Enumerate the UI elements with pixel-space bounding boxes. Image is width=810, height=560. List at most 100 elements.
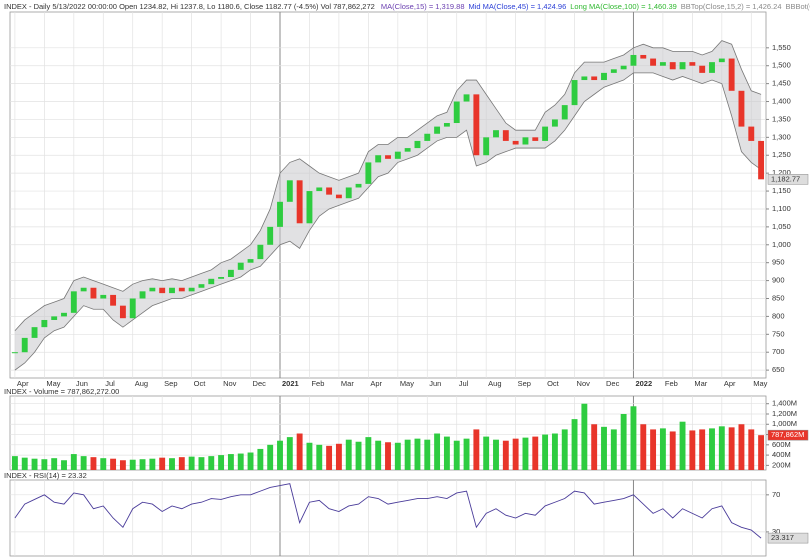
x-tick-label: Nov: [577, 379, 591, 388]
rsi-header: INDEX - RSI(14) = 23.32: [4, 471, 91, 480]
candle: [532, 137, 539, 141]
volume-bar: [669, 431, 676, 470]
candle: [296, 180, 303, 224]
candle: [709, 62, 715, 73]
candle: [286, 180, 293, 202]
candle: [149, 287, 156, 292]
candle: [31, 327, 38, 338]
candle: [610, 69, 617, 73]
price-title: INDEX - Daily 5/13/2022 00:00:00 Open 12…: [4, 2, 375, 11]
candle: [237, 262, 244, 270]
candle: [669, 62, 676, 70]
y-tick-label: 1,250: [772, 150, 791, 159]
volume-bar: [257, 448, 264, 470]
volume-bar: [483, 436, 490, 470]
candle: [267, 226, 274, 245]
x-tick-label: Sep: [518, 379, 531, 388]
candle: [51, 316, 58, 320]
candle: [738, 90, 745, 127]
y-tick-label: 750: [772, 329, 785, 338]
volume-bar: [581, 403, 588, 470]
volume-bar: [316, 444, 323, 470]
volume-bar: [277, 440, 283, 470]
candle: [129, 298, 136, 319]
candle: [169, 287, 175, 294]
x-tick-label: Aug: [135, 379, 148, 388]
candle: [277, 201, 283, 227]
volume-bar: [159, 457, 166, 470]
x-tick-label: Apr: [370, 379, 382, 388]
y-tick-label: 1,400: [772, 97, 791, 106]
volume-bar: [306, 442, 313, 470]
y-tick-label: 400M: [772, 450, 791, 459]
last-value-tag: [767, 429, 809, 441]
candle: [394, 151, 401, 159]
candle: [110, 294, 117, 306]
volume-title: INDEX - Volume = 787,862,272.00: [4, 387, 120, 396]
x-tick-label: Jul: [105, 379, 115, 388]
y-tick-label: 650: [772, 365, 785, 374]
volume-bar: [699, 429, 706, 470]
volume-bar: [178, 457, 185, 470]
volume-bar: [709, 428, 715, 470]
last-value-tag: [767, 174, 809, 185]
candle: [227, 269, 234, 278]
candle: [718, 58, 725, 63]
candle: [659, 62, 666, 66]
legend-entry: MA(Close,15) = 1,319.88: [380, 2, 465, 11]
candle: [630, 54, 637, 66]
y-tick-label: 900: [772, 276, 785, 285]
volume-bar: [80, 456, 87, 470]
volume-header: INDEX - Volume = 787,862,272.00: [4, 387, 123, 396]
y-tick-label: 70: [772, 490, 780, 499]
volume-bar: [659, 428, 666, 470]
last-value-label: 787,862M: [771, 430, 804, 439]
volume-bar: [41, 459, 48, 470]
candle: [561, 105, 568, 120]
x-tick-label: Jun: [429, 379, 441, 388]
candle: [61, 312, 67, 317]
volume-bar: [502, 440, 509, 470]
candle: [365, 162, 372, 184]
legend-entry: BBTop(Close,15,2) = 1,426.24: [680, 2, 782, 11]
volume-bar: [728, 427, 735, 470]
volume-bar: [11, 456, 18, 470]
legend-entry: Long MA(Close,100) = 1,460.39: [570, 2, 677, 11]
volume-bar: [326, 445, 333, 470]
x-tick-label: May: [46, 379, 60, 388]
x-tick-label: 2021: [282, 379, 299, 388]
x-tick-label: Oct: [194, 379, 207, 388]
y-tick-label: 950: [772, 258, 785, 267]
volume-bar: [591, 424, 598, 470]
candle: [159, 287, 166, 294]
y-tick-label: 800: [772, 311, 785, 320]
candle: [90, 287, 97, 299]
x-tick-label: Mar: [341, 379, 354, 388]
volume-bar: [748, 429, 755, 470]
volume-bar: [31, 458, 38, 470]
x-tick-label: Aug: [488, 379, 501, 388]
volume-bar: [601, 426, 607, 470]
candle: [434, 126, 441, 134]
y-tick-label: 700: [772, 347, 785, 356]
x-tick-label: Mar: [694, 379, 707, 388]
volume-bar: [119, 460, 126, 470]
candle: [424, 133, 431, 141]
volume-bar: [169, 458, 175, 470]
candle: [453, 101, 460, 124]
candle: [139, 291, 146, 299]
candle: [542, 126, 549, 141]
candle: [571, 80, 578, 106]
rsi-title: INDEX - RSI(14) = 23.32: [4, 471, 87, 480]
candle: [748, 126, 755, 141]
volume-bar: [512, 438, 519, 470]
candle: [551, 119, 558, 127]
candle: [463, 94, 470, 102]
volume-bar: [679, 421, 686, 470]
volume-bar: [129, 459, 136, 470]
candle: [218, 277, 225, 279]
candle: [522, 137, 529, 145]
candle: [11, 352, 18, 354]
candle: [620, 65, 627, 70]
